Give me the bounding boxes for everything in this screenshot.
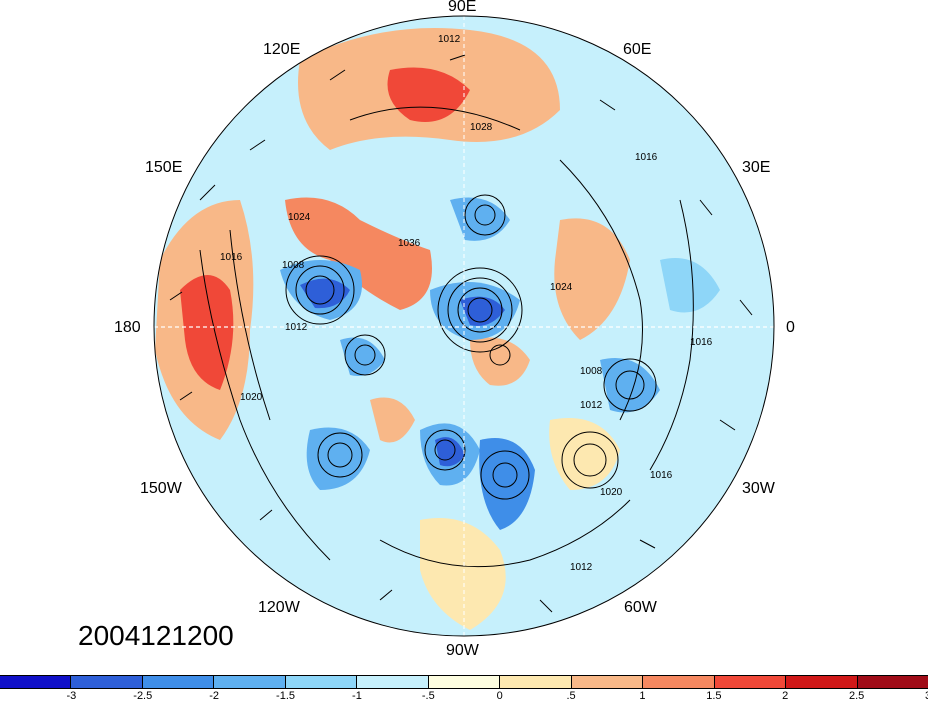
warm-anomaly-north-america [420,518,506,630]
colorbar-tick-label: 2.5 [848,690,865,702]
cold-anomaly-mediterranean [660,258,720,313]
cold-anomaly-bering [340,337,385,376]
colorbar-swatch [357,676,429,688]
cold-anomaly-canada-core [435,437,465,467]
colorbar-swatch [214,676,286,688]
isobar-label: 1016 [220,252,243,263]
colorbar-swatch [571,676,644,688]
lon-label-0: 0 [786,319,795,336]
colorbar-swatch [142,676,215,688]
colorbar-swatch [643,676,715,688]
colorbar-swatch [786,676,858,688]
colorbar-tick-label: -2 [209,690,220,702]
isobar-contours [199,106,694,568]
colorbar-swatch [0,676,72,688]
lon-label-30w: 30W [742,480,775,497]
colorbar-tick-label: -1.5 [276,690,296,702]
warm-anomaly-pacific-core [180,275,234,390]
warm-anomaly-europe [554,218,630,340]
isobar-label: 1008 [580,366,603,377]
colorbar-tick-label: 1.5 [706,690,722,702]
cold-anomaly-europe [600,358,660,413]
isobar-label: 1024 [550,282,573,293]
warm-anomaly-greenland [470,337,530,386]
warm-anomaly-atlantic [549,418,620,490]
colorbar-swatch [500,676,572,688]
colorbar-tick-label: -1 [352,690,362,702]
isobar-label: 1020 [240,392,263,403]
colorbar-tick-label: .5 [566,690,576,702]
isobar-label: 1012 [580,400,603,411]
isobar-label: 1016 [635,152,658,163]
colorbar-swatch [285,676,358,688]
lon-label-30e: 30E [742,159,771,176]
lon-label-120w: 120W [258,599,300,616]
lon-label-90w: 90W [446,642,479,659]
isobar-label: 1024 [288,212,311,223]
map-boundary [153,15,775,637]
warm-anomaly-asia-core [387,67,470,122]
colorbar-tick-label: -3 [66,690,77,702]
warm-anomaly-alaska [370,397,415,443]
colorbar-tick-label: 2 [782,690,789,702]
colorbar-tick-label: -.5 [421,690,435,702]
cold-anomaly-hudson [479,438,535,530]
lon-label-180: 180 [114,319,141,336]
colorbar-tick-label: -2.5 [133,690,153,702]
colorbar-swatch [714,676,787,688]
colorbar-tick-label: 0 [496,690,503,702]
isobar-label: 1012 [285,322,308,333]
cold-anomaly-east-siberia-core [300,278,350,309]
wind-barbs [169,54,753,613]
isobar-label: 1028 [470,122,493,133]
warm-anomaly-siberia [285,197,432,310]
isobar-label: 1012 [438,34,461,45]
isobar-label: 1036 [398,238,421,249]
isobar-label: 1020 [600,487,623,498]
timestamp-label: 2004121200 [78,620,234,651]
isobar-label: 1016 [690,337,713,348]
colorbar-tick-label: 3 [925,690,928,702]
isobar-label: 1016 [650,470,673,481]
colorbar-swatch [71,676,143,688]
colorbar-swatch [857,676,928,688]
lon-label-60e: 60E [623,41,652,58]
lon-label-60w: 60W [624,599,657,616]
lon-label-90e: 90E [448,0,477,15]
isobar-label: 1008 [282,260,305,271]
isobar-labels: 1012 1024 1036 1016 1008 1020 1012 1016 … [220,34,713,573]
cold-anomaly-gulf-alaska [306,427,370,490]
lon-label-120e: 120E [263,41,301,58]
isobar-label: 1012 [570,562,593,573]
colorbar-swatch [428,676,501,688]
cold-anomaly-central-asia [450,197,510,241]
lon-label-150e: 150E [145,159,183,176]
colorbar-tick-label: 1 [639,690,646,702]
lon-label-150w: 150W [140,480,182,497]
anomaly-field [154,16,774,636]
colorbar [0,675,928,689]
